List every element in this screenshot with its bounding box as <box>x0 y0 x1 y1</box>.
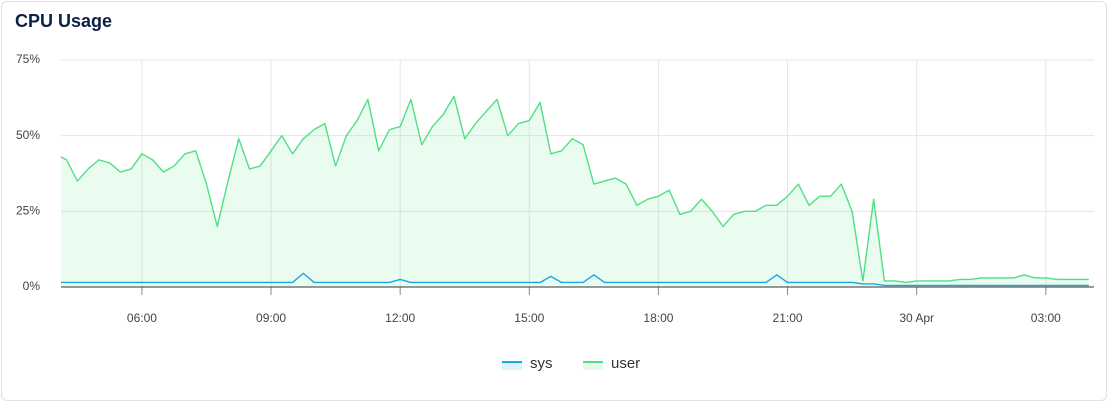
series-line <box>61 272 1089 287</box>
legend-label: user <box>611 355 640 372</box>
y-tick-label: 0% <box>23 279 41 293</box>
legend-item: user <box>583 355 640 372</box>
chart-title: CPU Usage <box>15 11 113 31</box>
y-tick-label: 50% <box>16 128 40 142</box>
x-tick-label: 09:00 <box>256 311 286 325</box>
legend-item: sys <box>502 355 553 372</box>
y-tick-label: 25% <box>16 204 40 218</box>
x-tick-label: 12:00 <box>385 311 415 325</box>
area-fill <box>61 96 1089 287</box>
x-tick-label: 30 Apr <box>899 311 934 325</box>
x-tick-label: 18:00 <box>643 311 673 325</box>
y-tick-label: 75% <box>16 52 40 66</box>
legend-swatch <box>583 362 603 370</box>
x-tick-label: 15:00 <box>514 311 544 325</box>
legend-swatch <box>502 362 522 370</box>
x-tick-label: 21:00 <box>773 311 803 325</box>
x-tick-label: 06:00 <box>127 311 157 325</box>
series-line <box>60 95 1089 284</box>
legend-label: sys <box>530 355 553 372</box>
card: CPU Usage <box>1 1 1107 401</box>
x-tick-label: 03:00 <box>1031 311 1061 325</box>
